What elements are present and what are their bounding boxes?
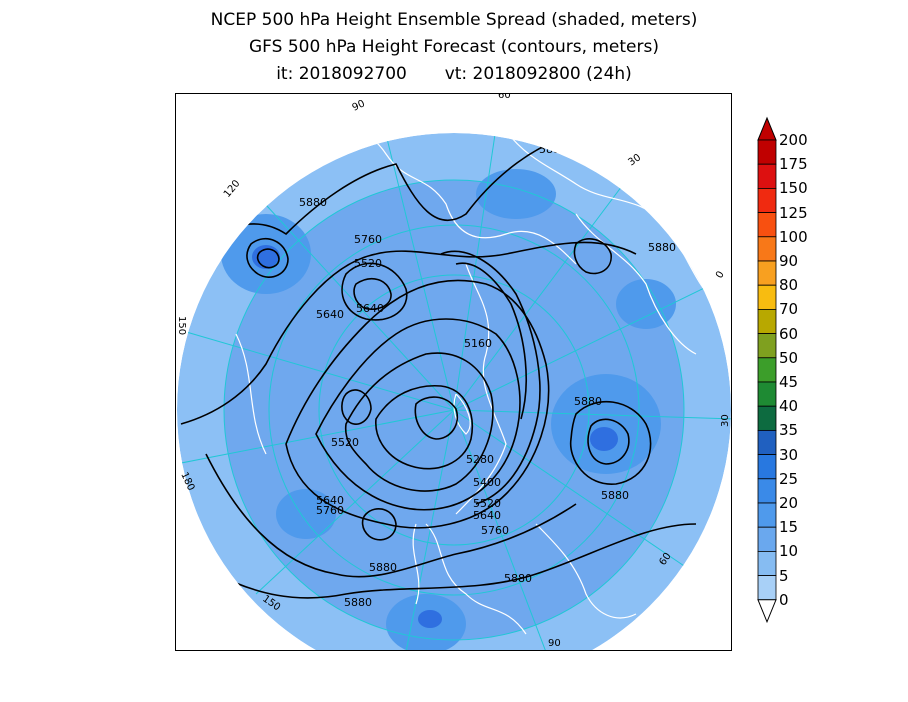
colorbar-swatch xyxy=(757,357,777,383)
colorbar-swatch xyxy=(757,284,777,310)
colorbar-swatch xyxy=(757,188,777,214)
colorbar-label: 150 xyxy=(779,179,808,198)
meridian-label: 120 xyxy=(222,178,243,200)
colorbar-label: 80 xyxy=(779,276,799,295)
colorbar-swatch xyxy=(757,454,777,480)
colorbar-label: 20 xyxy=(779,494,799,512)
colorbar-label: 90 xyxy=(779,252,799,270)
chart-title-times: it: 2018092700 vt: 2018092800 (24h) xyxy=(0,64,908,84)
colorbar-label: 35 xyxy=(779,421,799,440)
chart-title-line2: GFS 500 hPa Height Forecast (contours, m… xyxy=(249,37,659,57)
colorbar-swatch xyxy=(757,163,777,189)
contour-label: 5880 xyxy=(539,143,567,156)
contour-label: 5640 xyxy=(316,308,344,321)
meridian-label: 150 xyxy=(176,316,187,335)
colorbar-swatch xyxy=(757,502,777,528)
colorbar-swatch xyxy=(757,405,777,431)
contour-label: 5880 xyxy=(601,489,629,502)
colorbar-swatch xyxy=(757,139,777,165)
meridian-label: 60 xyxy=(498,94,511,101)
colorbar-label: 5 xyxy=(779,566,789,585)
contour-label: 5880 xyxy=(648,241,676,254)
colorbar-swatch xyxy=(757,550,777,576)
meridian-label: 90 xyxy=(351,98,367,113)
colorbar-swatch xyxy=(757,212,777,238)
colorbar-label: 200 xyxy=(779,131,808,149)
contour-label: 5640 xyxy=(473,509,501,522)
meridian-label: 30 xyxy=(626,152,643,168)
contour-label: 5280 xyxy=(466,453,494,466)
contour-label: 5880 xyxy=(299,196,327,209)
colorbar-label: 10 xyxy=(779,542,799,561)
colorbar-label: 70 xyxy=(779,300,799,319)
contour-label: 5880 xyxy=(369,561,397,574)
contour-label: 5520 xyxy=(331,436,359,449)
contour-label: 5160 xyxy=(464,337,492,350)
contour-label: 5520 xyxy=(473,497,501,510)
colorbar-label: 60 xyxy=(779,324,799,343)
colorbar-label: 175 xyxy=(779,155,808,174)
colorbar-swatch xyxy=(757,429,777,455)
colorbar-label: 25 xyxy=(779,469,799,488)
colorbar-swatch xyxy=(757,526,777,552)
chart-title-line1: NCEP 500 hPa Height Ensemble Spread (sha… xyxy=(210,10,698,30)
colorbar-swatch xyxy=(757,260,777,286)
colorbar-label: 125 xyxy=(779,203,808,222)
colorbar-swatch xyxy=(757,381,777,407)
colorbar-top-arrow xyxy=(757,116,777,141)
colorbar-label: 50 xyxy=(779,348,799,367)
contour-label: 5400 xyxy=(473,476,501,489)
meridian-label: 0 xyxy=(714,269,727,280)
colorbar-swatch xyxy=(757,308,777,334)
contour-label: 5760 xyxy=(354,233,382,246)
contour-label: 5760 xyxy=(481,524,509,537)
meridian-label: 90 xyxy=(548,638,561,649)
init-time-label: it: 2018092700 xyxy=(276,64,407,84)
colorbar-label: 0 xyxy=(779,590,789,609)
colorbar: 200 175 150 125 100 90 80 70 60 50 45 40 35 30 25 20 15 1… xyxy=(757,115,877,630)
contour-label: 5640 xyxy=(356,302,384,315)
colorbar-label: 30 xyxy=(779,445,799,464)
colorbar-label: 40 xyxy=(779,397,799,416)
colorbar-swatch xyxy=(757,236,777,262)
colorbar-label: 15 xyxy=(779,518,799,537)
contour-label: 5880 xyxy=(344,596,372,609)
colorbar-swatch xyxy=(757,575,777,601)
colorbar-label: 100 xyxy=(779,227,808,246)
polar-map: 5880 5880 5880 5760 5520 5640 5640 5160 … xyxy=(176,94,731,650)
colorbar-swatch xyxy=(757,333,777,359)
contour-label: 5880 xyxy=(504,572,532,585)
contour-label: 5640 xyxy=(316,494,344,507)
meridian-label: 30 xyxy=(720,414,731,427)
colorbar-bottom-arrow xyxy=(757,599,777,624)
contour-label: 5760 xyxy=(316,504,344,517)
valid-time-label: vt: 2018092800 (24h) xyxy=(444,64,632,84)
colorbar-swatches xyxy=(757,116,777,624)
map-frame: 5880 5880 5880 5760 5520 5640 5640 5160 … xyxy=(175,93,732,651)
contour-label: 5880 xyxy=(574,395,602,408)
contour-label: 5520 xyxy=(354,257,382,270)
colorbar-swatch xyxy=(757,478,777,504)
colorbar-label: 45 xyxy=(779,373,799,391)
